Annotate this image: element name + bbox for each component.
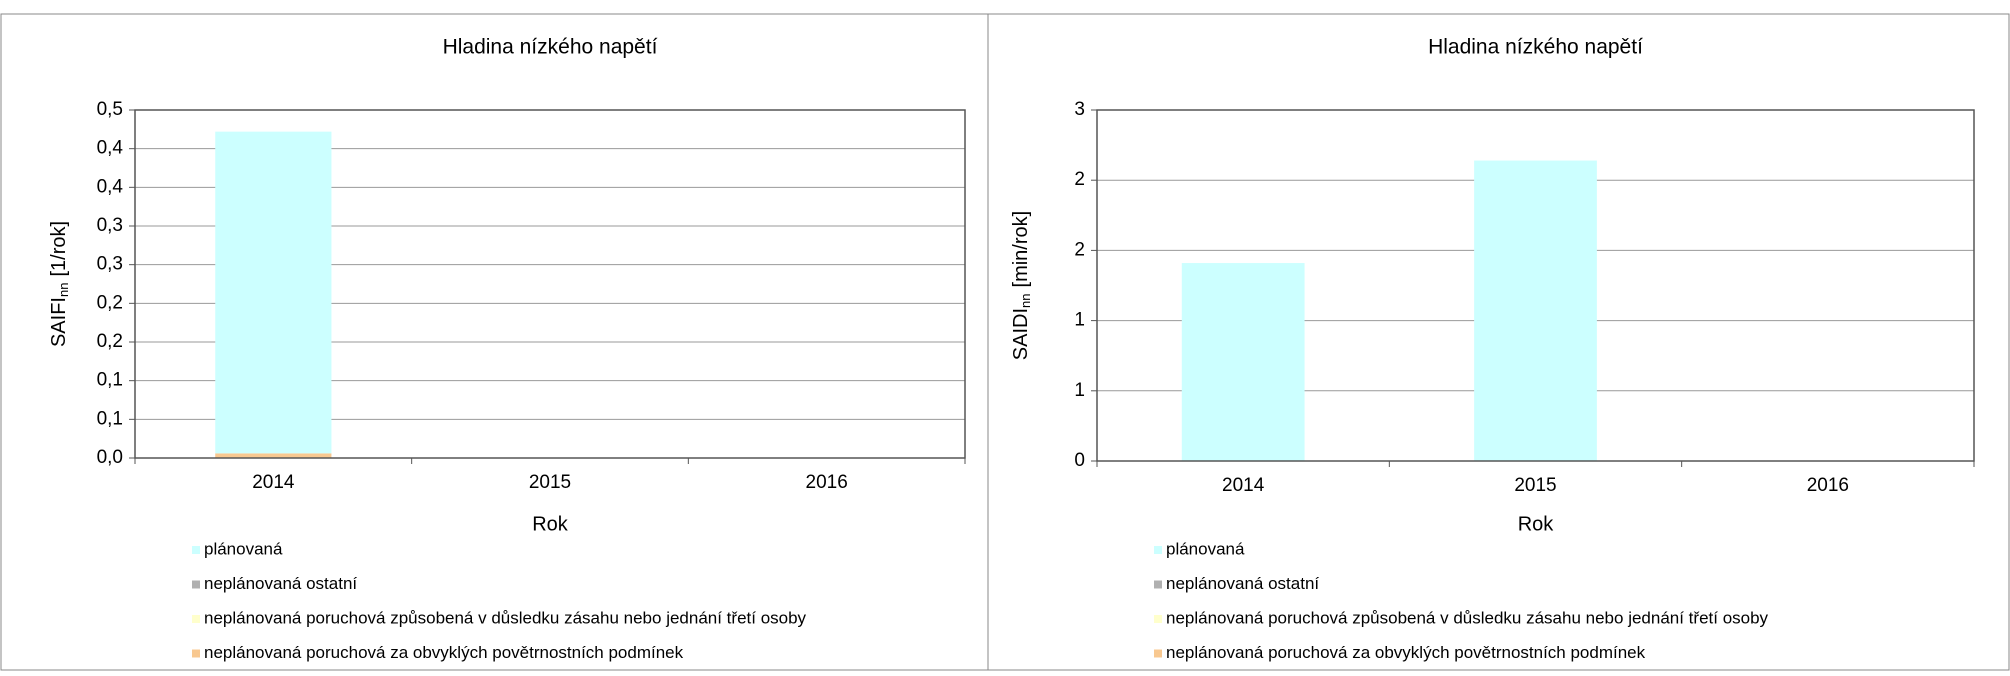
y-tick-label: 0,2 bbox=[97, 292, 123, 313]
x-tick-label: 2016 bbox=[1807, 475, 1849, 496]
chart-title: Hladina nízkého napětí bbox=[1428, 36, 1643, 59]
x-axis-title: Rok bbox=[532, 513, 569, 535]
y-tick-label: 0,2 bbox=[97, 331, 123, 352]
legend-label: neplánovaná poruchová za obvyklých povět… bbox=[1166, 643, 1646, 662]
y-tick-label: 0,1 bbox=[97, 370, 123, 391]
chart-title: Hladina nízkého napětí bbox=[443, 36, 658, 59]
x-tick-label: 2016 bbox=[806, 472, 848, 493]
panel-border bbox=[987, 13, 2010, 671]
legend-swatch bbox=[192, 615, 200, 623]
y-tick-label: 0,4 bbox=[97, 176, 124, 197]
x-tick-label: 2014 bbox=[252, 472, 295, 493]
legend-label: neplánovaná ostatní bbox=[204, 574, 357, 593]
bar-segment bbox=[1474, 160, 1597, 461]
y-tick-label: 2 bbox=[1074, 239, 1085, 260]
y-tick-label: 0,1 bbox=[97, 408, 123, 429]
y-tick-label: 0,5 bbox=[97, 99, 123, 120]
y-tick-label: 0,4 bbox=[97, 138, 124, 159]
legend-label: plánovaná bbox=[1166, 539, 1245, 558]
y-tick-label: 0 bbox=[1074, 450, 1085, 471]
y-axis-title-main: SAIFI bbox=[48, 297, 70, 347]
bar-segment bbox=[1181, 263, 1305, 461]
legend-label: neplánovaná poruchová za obvyklých povět… bbox=[204, 643, 684, 662]
y-tick-label: 0,3 bbox=[97, 254, 123, 275]
legend-swatch bbox=[1154, 615, 1162, 623]
y-tick-label: 0,0 bbox=[97, 447, 123, 468]
y-tick-label: 1 bbox=[1074, 380, 1085, 401]
legend-swatch bbox=[192, 649, 200, 658]
x-axis-title: Rok bbox=[1518, 513, 1555, 535]
legend-label: neplánovaná poruchová způsobená v důsled… bbox=[204, 608, 807, 627]
legend-swatch bbox=[1154, 546, 1162, 554]
bar-segment bbox=[215, 453, 332, 458]
legend-label: neplánovaná poruchová způsobená v důsled… bbox=[1166, 608, 1769, 627]
bar-segment bbox=[215, 131, 332, 454]
plot-frame bbox=[134, 109, 966, 459]
legend-swatch bbox=[192, 580, 200, 589]
x-tick-label: 2014 bbox=[1222, 475, 1265, 496]
legend-swatch bbox=[1154, 649, 1162, 658]
x-tick-label: 2015 bbox=[529, 472, 571, 493]
legend-swatch bbox=[1154, 580, 1162, 589]
y-tick-label: 3 bbox=[1074, 99, 1085, 120]
y-tick-label: 0,3 bbox=[97, 215, 123, 236]
legend-label: neplánovaná ostatní bbox=[1166, 574, 1319, 593]
y-axis-title-unit: [1/rok] bbox=[48, 221, 70, 277]
y-axis-title: SAIFInn [1/rok] bbox=[48, 221, 71, 347]
y-axis-title-sub: nn bbox=[56, 283, 71, 297]
y-axis-title-sub: nn bbox=[1018, 293, 1033, 307]
x-tick-label: 2015 bbox=[1514, 475, 1556, 496]
y-axis-title: SAIDInn [min/rok] bbox=[1010, 211, 1033, 360]
plot-frame bbox=[1096, 109, 1975, 462]
legend-label: plánovaná bbox=[204, 539, 283, 558]
y-axis-title-main: SAIDI bbox=[1010, 308, 1032, 360]
y-tick-label: 1 bbox=[1074, 310, 1085, 331]
y-axis-title-unit: [min/rok] bbox=[1010, 211, 1032, 288]
y-tick-label: 2 bbox=[1074, 169, 1085, 190]
legend-swatch bbox=[192, 546, 200, 554]
